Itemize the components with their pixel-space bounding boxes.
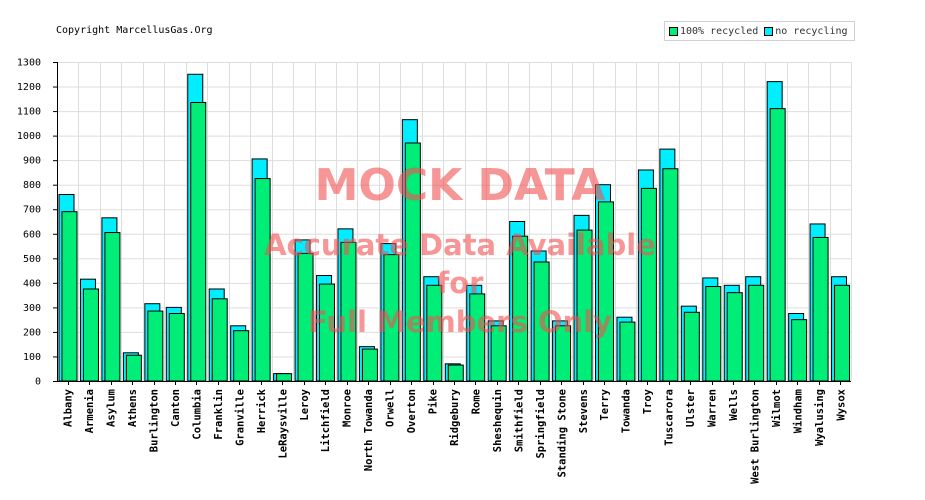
bar-recycled	[834, 284, 851, 382]
bar-recycled	[555, 325, 572, 382]
bar-recycled	[82, 288, 99, 382]
y-tick-label: 800	[23, 180, 41, 191]
x-tick-label: Athens	[127, 389, 139, 427]
bar-recycled	[683, 311, 700, 382]
x-tick-label: Troy	[642, 388, 654, 414]
x-tick-label: Canton	[170, 389, 182, 427]
bar-recycled	[340, 241, 357, 382]
bar-recycled	[576, 229, 593, 382]
legend-item-recycled: 100% recycled	[669, 26, 758, 37]
bar-recycled	[469, 293, 486, 382]
x-tick-label: Tuscarora	[664, 389, 676, 446]
y-tick-label: 1200	[17, 82, 41, 93]
x-tick-label: Franklin	[213, 389, 225, 440]
x-tick-label: Orwell	[385, 389, 397, 427]
bar-recycled	[104, 232, 121, 382]
legend-swatch-recycled	[669, 26, 678, 36]
x-tick-label: Terry	[599, 388, 611, 420]
bar-recycled	[640, 187, 657, 382]
bar-recycled	[276, 373, 293, 382]
x-tick-label: Leroy	[299, 388, 311, 420]
bar-recycled	[447, 364, 464, 382]
y-tick-label: 700	[23, 205, 41, 216]
y-tick-label: 500	[23, 254, 41, 265]
x-tick-label: Towanda	[621, 389, 633, 433]
bar-recycled	[726, 292, 743, 382]
bar-recycled	[490, 325, 507, 382]
legend-item-no-recycling: no recycling	[764, 25, 848, 37]
x-tick-label: Ulster	[685, 389, 697, 427]
y-tick-label: 0	[35, 377, 41, 388]
x-tick-label: North Towanda	[363, 389, 375, 471]
x-tick-label: Armenia	[84, 389, 96, 433]
y-tick-label: 600	[23, 229, 41, 240]
x-tick-label: Wilmot	[771, 389, 783, 427]
y-tick-label: 200	[23, 327, 41, 338]
x-tick-label: Overton	[406, 389, 418, 433]
y-tick-label: 400	[23, 278, 41, 289]
copyright-text: Copyright MarcellusGas.Org	[56, 25, 213, 36]
bar-recycled	[748, 284, 765, 382]
x-tick-label: Burlington	[149, 389, 161, 452]
bar-recycled	[297, 252, 314, 382]
bar-recycled	[190, 101, 207, 382]
chart-legend: 100% recycled no recycling	[664, 21, 855, 41]
x-tick-label: Granville	[234, 389, 246, 446]
bar-recycled	[662, 168, 679, 382]
bar-recycled	[512, 235, 529, 382]
bar-recycled	[791, 319, 808, 382]
x-axis-ticks: Albany Armenia Asylum Athens Burlington Canto…	[63, 381, 847, 484]
bar-recycled	[404, 142, 421, 382]
y-tick-label: 300	[23, 303, 41, 314]
bar-recycled	[254, 178, 271, 382]
x-tick-label: Pike	[428, 389, 440, 414]
bar-recycled	[597, 201, 614, 382]
bar-recycled	[361, 348, 378, 382]
y-axis-ticks: 0 100 200 300 400 500 600 700 800 900 1000 1100 1200…	[17, 58, 57, 388]
y-tick-label: 100	[23, 352, 41, 363]
x-tick-label: Windham	[792, 389, 804, 433]
x-tick-label: Springfield	[535, 389, 547, 459]
x-tick-label: Sheshequin	[492, 389, 504, 452]
x-tick-label: Warren	[707, 389, 719, 427]
legend-swatch-no-recycling	[764, 26, 774, 36]
bar-recycled	[147, 310, 164, 382]
x-tick-label: Ridgebury	[449, 388, 461, 446]
bar-recycled	[426, 284, 443, 382]
x-tick-label: Columbia	[191, 389, 203, 440]
x-tick-label: Monroe	[342, 389, 354, 427]
bar-recycled	[812, 236, 829, 382]
x-tick-label: Smithfield	[513, 389, 525, 452]
y-tick-label: 1300	[17, 58, 41, 69]
x-tick-label: Rome	[470, 389, 482, 414]
bar-recycled	[383, 254, 400, 382]
bar-recycled	[619, 321, 636, 382]
legend-label-no-recycling: no recycling	[775, 25, 848, 37]
x-tick-label: Litchfield	[320, 389, 332, 452]
bar-recycled	[769, 108, 786, 382]
bar-recycled	[233, 330, 250, 382]
bar-recycled	[705, 286, 722, 382]
y-tick-label: 1000	[17, 131, 41, 142]
legend-label-recycled: 100% recycled	[680, 25, 759, 37]
x-tick-label: Wells	[728, 389, 740, 421]
bar-recycled	[168, 313, 185, 382]
y-tick-label: 1100	[17, 107, 41, 118]
x-tick-label: Herrick	[256, 388, 268, 433]
x-tick-label: Standing Stone	[556, 389, 568, 478]
x-tick-label: Asylum	[106, 389, 118, 427]
x-tick-label: West Burlington	[749, 389, 761, 484]
bar-recycled	[319, 283, 336, 382]
bar-recycled	[61, 211, 78, 382]
x-tick-label: Stevens	[578, 389, 590, 433]
x-tick-label: Wysox	[835, 388, 847, 420]
x-tick-label: LeRaysville	[277, 389, 289, 459]
bar-recycled	[125, 354, 142, 382]
y-tick-label: 900	[23, 156, 41, 167]
x-tick-label: Albany	[63, 388, 75, 427]
bar-recycled	[533, 261, 550, 382]
x-tick-label: Wyalusing	[814, 389, 826, 446]
bar-recycled	[211, 298, 228, 382]
